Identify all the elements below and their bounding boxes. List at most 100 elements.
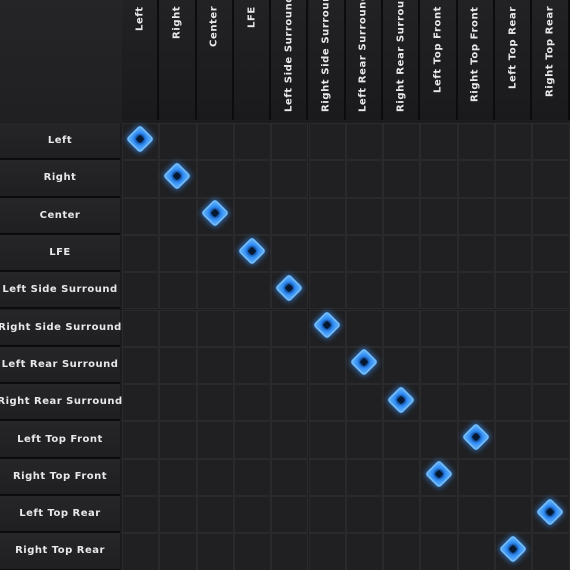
matrix-cell[interactable]: [159, 272, 197, 310]
matrix-cell[interactable]: [383, 272, 421, 310]
matrix-cell[interactable]: [271, 458, 309, 496]
matrix-cell[interactable]: [122, 234, 160, 273]
matrix-cell[interactable]: [159, 234, 197, 273]
matrix-cell[interactable]: [233, 458, 272, 496]
matrix-cell[interactable]: [457, 272, 495, 310]
matrix-cell[interactable]: [457, 309, 495, 347]
matrix-cell[interactable]: [383, 160, 421, 198]
matrix-cell[interactable]: [532, 309, 570, 347]
matrix-cell[interactable]: [271, 160, 309, 198]
matrix-cell[interactable]: [308, 234, 346, 273]
matrix-cell[interactable]: [420, 272, 458, 310]
matrix-cell[interactable]: [532, 384, 570, 422]
matrix-cell[interactable]: [196, 384, 234, 422]
matrix-cell[interactable]: [271, 346, 309, 385]
matrix-cell[interactable]: [122, 533, 160, 570]
matrix-cell[interactable]: [457, 533, 495, 570]
matrix-cell[interactable]: [122, 384, 160, 422]
matrix-cell[interactable]: [159, 346, 197, 385]
matrix-cell[interactable]: [271, 421, 309, 459]
matrix-cell[interactable]: [122, 160, 160, 198]
matrix-cell[interactable]: [532, 458, 570, 496]
matrix-cell[interactable]: [308, 160, 346, 198]
matrix-cell[interactable]: [495, 458, 533, 496]
matrix-cell[interactable]: [420, 197, 458, 235]
matrix-cell[interactable]: [532, 533, 570, 570]
matrix-cell[interactable]: [495, 234, 533, 273]
matrix-cell[interactable]: [159, 421, 197, 459]
matrix-cell[interactable]: [457, 197, 495, 235]
matrix-cell[interactable]: [495, 197, 533, 235]
matrix-cell[interactable]: [532, 234, 570, 273]
matrix-cell[interactable]: [383, 421, 421, 459]
matrix-cell[interactable]: [196, 309, 234, 347]
matrix-cell[interactable]: [532, 160, 570, 198]
matrix-cell[interactable]: [495, 160, 533, 198]
matrix-cell[interactable]: [420, 496, 458, 534]
matrix-cell[interactable]: [233, 272, 272, 310]
matrix-cell[interactable]: [233, 346, 272, 385]
matrix-cell[interactable]: [308, 384, 346, 422]
matrix-cell[interactable]: [196, 123, 234, 161]
matrix-cell[interactable]: [457, 160, 495, 198]
matrix-cell[interactable]: [345, 272, 384, 310]
matrix-cell[interactable]: [233, 533, 272, 570]
matrix-cell[interactable]: [196, 458, 234, 496]
matrix-cell[interactable]: [345, 123, 384, 161]
matrix-cell[interactable]: [196, 272, 234, 310]
matrix-cell[interactable]: [271, 496, 309, 534]
matrix-cell[interactable]: [495, 309, 533, 347]
matrix-cell[interactable]: [159, 197, 197, 235]
matrix-cell[interactable]: [383, 309, 421, 347]
matrix-cell[interactable]: [420, 346, 458, 385]
matrix-cell[interactable]: [271, 533, 309, 570]
matrix-cell[interactable]: [345, 197, 384, 235]
matrix-cell[interactable]: [345, 234, 384, 273]
matrix-cell[interactable]: [532, 421, 570, 459]
matrix-cell[interactable]: [159, 458, 197, 496]
matrix-cell[interactable]: [420, 160, 458, 198]
matrix-cell[interactable]: [420, 384, 458, 422]
matrix-cell[interactable]: [495, 496, 533, 534]
matrix-cell[interactable]: [271, 384, 309, 422]
matrix-cell[interactable]: [495, 272, 533, 310]
matrix-cell[interactable]: [383, 123, 421, 161]
matrix-cell[interactable]: [495, 421, 533, 459]
matrix-cell[interactable]: [420, 234, 458, 273]
matrix-cell[interactable]: [196, 234, 234, 273]
matrix-cell[interactable]: [308, 458, 346, 496]
matrix-cell[interactable]: [457, 234, 495, 273]
matrix-cell[interactable]: [532, 123, 570, 161]
matrix-cell[interactable]: [122, 197, 160, 235]
matrix-cell[interactable]: [457, 123, 495, 161]
matrix-cell[interactable]: [308, 197, 346, 235]
matrix-cell[interactable]: [233, 160, 272, 198]
matrix-cell[interactable]: [271, 197, 309, 235]
matrix-cell[interactable]: [122, 458, 160, 496]
matrix-cell[interactable]: [122, 309, 160, 347]
matrix-cell[interactable]: [122, 346, 160, 385]
matrix-cell[interactable]: [457, 384, 495, 422]
matrix-cell[interactable]: [233, 123, 272, 161]
matrix-cell[interactable]: [457, 346, 495, 385]
matrix-cell[interactable]: [159, 533, 197, 570]
matrix-cell[interactable]: [271, 234, 309, 273]
matrix-cell[interactable]: [159, 123, 197, 161]
matrix-cell[interactable]: [196, 496, 234, 534]
matrix-cell[interactable]: [271, 123, 309, 161]
matrix-cell[interactable]: [196, 421, 234, 459]
matrix-cell[interactable]: [159, 496, 197, 534]
matrix-cell[interactable]: [233, 496, 272, 534]
matrix-cell[interactable]: [233, 309, 272, 347]
matrix-cell[interactable]: [159, 309, 197, 347]
matrix-cell[interactable]: [271, 309, 309, 347]
matrix-cell[interactable]: [420, 123, 458, 161]
matrix-cell[interactable]: [345, 533, 384, 570]
matrix-cell[interactable]: [308, 421, 346, 459]
matrix-cell[interactable]: [196, 346, 234, 385]
matrix-cell[interactable]: [383, 234, 421, 273]
matrix-cell[interactable]: [532, 346, 570, 385]
matrix-cell[interactable]: [308, 272, 346, 310]
matrix-cell[interactable]: [308, 496, 346, 534]
matrix-cell[interactable]: [233, 421, 272, 459]
